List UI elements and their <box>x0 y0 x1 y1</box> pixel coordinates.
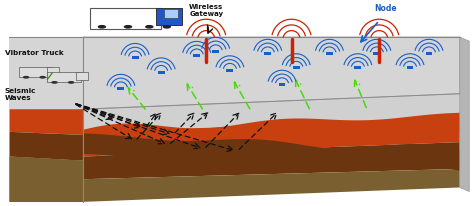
Polygon shape <box>9 109 83 135</box>
Polygon shape <box>83 37 460 109</box>
Bar <box>158 71 164 74</box>
Bar <box>156 8 182 25</box>
Circle shape <box>163 25 171 29</box>
Polygon shape <box>9 157 83 202</box>
Bar <box>193 54 200 57</box>
Bar <box>47 72 81 82</box>
Polygon shape <box>83 117 460 157</box>
Bar <box>164 9 178 18</box>
Polygon shape <box>9 37 83 109</box>
Bar <box>212 50 219 53</box>
Polygon shape <box>9 132 83 161</box>
Bar <box>227 69 233 71</box>
Bar <box>279 83 285 86</box>
Circle shape <box>68 81 74 84</box>
Circle shape <box>124 25 132 29</box>
Bar <box>47 67 59 75</box>
Bar <box>426 52 432 55</box>
Bar <box>76 72 88 80</box>
Circle shape <box>23 76 29 79</box>
Bar <box>90 8 161 29</box>
Bar <box>355 67 361 69</box>
Circle shape <box>98 25 106 29</box>
Bar <box>293 67 300 69</box>
Text: Seismic
Waves: Seismic Waves <box>5 88 36 101</box>
Polygon shape <box>9 157 460 202</box>
Text: Vibrator Truck: Vibrator Truck <box>5 50 64 56</box>
Bar <box>132 56 138 59</box>
Bar <box>407 67 413 69</box>
Bar <box>264 52 271 55</box>
Bar <box>118 87 124 90</box>
Text: Node: Node <box>374 4 397 13</box>
Circle shape <box>39 76 46 79</box>
Polygon shape <box>83 133 460 171</box>
Bar <box>374 52 380 55</box>
Text: Wireless
Gateway: Wireless Gateway <box>189 4 223 17</box>
Polygon shape <box>83 113 460 150</box>
Polygon shape <box>460 37 469 192</box>
Polygon shape <box>83 142 460 179</box>
Polygon shape <box>83 94 460 133</box>
Circle shape <box>145 25 154 29</box>
Circle shape <box>51 81 58 84</box>
Bar <box>19 67 52 77</box>
Bar <box>326 52 333 55</box>
